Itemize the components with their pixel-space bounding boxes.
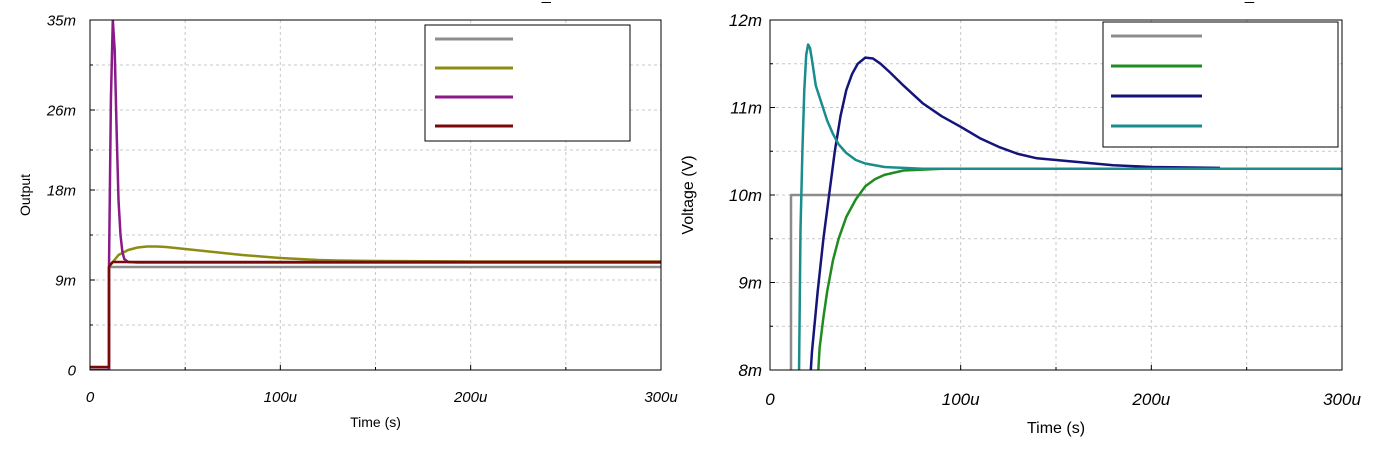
legend-item: Vin — [1111, 0, 1236, 38]
legend-item: Vout_Riso — [1111, 0, 1286, 68]
legend-box — [1102, 21, 1339, 148]
legend-item: Vo_DFB — [435, 0, 583, 70]
legend-label: Vin — [523, 0, 546, 4]
legend-item: Vout_RFx — [1111, 0, 1283, 128]
x-tick-label: 300u — [644, 389, 678, 406]
legend-item: Vo_RFx — [435, 0, 580, 99]
y-tick-label: 11m — [730, 98, 762, 117]
legend-item: Vout_DFB — [1111, 0, 1286, 98]
x-tick-label: 0 — [86, 389, 95, 406]
y-tick-label: 35m — [47, 12, 76, 29]
voltage-chart: 0 100u 200u 300u 8m 9m 10m 11m 12m Time (s) Voltag… — [680, 0, 1361, 437]
legend-label: Vo_DFB — [523, 0, 583, 4]
legend: VinVo_DFBVo_RFxVo_Riso — [424, 0, 631, 142]
legend: VinVout_RisoVout_DFBVout_RFx — [1102, 0, 1339, 148]
y-tick-label: 10m — [729, 186, 762, 205]
series-line-vout-riso — [817, 167, 1342, 370]
y-tick-label: 8m — [738, 361, 762, 380]
series-line-vin — [789, 193, 1342, 370]
output-chart: 0 100u 200u 300u 0 9m 18m 26m 35m Time (s) Output V… — [17, 0, 678, 430]
series-line-vout-rfx — [797, 43, 1342, 370]
legend-label: Vout_Riso — [1213, 0, 1286, 4]
y-tick-label: 18m — [47, 182, 76, 199]
legend-label: Vin — [1213, 0, 1236, 4]
legend-label: Vout_RFx — [1213, 0, 1283, 4]
series-line-vo-dfb — [90, 245, 661, 370]
legend-label: Vo_RFx — [523, 0, 580, 4]
x-tick-label: 100u — [942, 390, 980, 409]
x-tick-label: 200u — [453, 389, 488, 406]
series-line-vout-dfb — [809, 56, 1221, 370]
y-tick-label: 26m — [46, 102, 76, 119]
y-tick-label: 9m — [55, 272, 76, 289]
series-group — [90, 20, 661, 370]
x-tick-label: 100u — [264, 389, 298, 406]
series-line-vo-riso — [90, 260, 661, 369]
y-axis-label: Output — [17, 174, 33, 216]
legend-label: Vo_Riso — [523, 0, 583, 4]
x-tick-label: 0 — [765, 390, 775, 409]
x-tick-label: 200u — [1131, 390, 1170, 409]
y-tick-label: 9m — [738, 273, 762, 292]
legend-box — [424, 24, 631, 142]
y-tick-label: 12m — [729, 11, 762, 30]
legend-item: Vin — [435, 0, 546, 41]
legend-item: Vo_Riso — [435, 0, 583, 128]
x-tick-label: 300u — [1323, 390, 1361, 409]
legend-label: Vout_DFB — [1213, 0, 1286, 4]
y-axis-label: Voltage (V) — [680, 155, 697, 234]
series-group — [789, 43, 1342, 370]
x-axis-label: Time (s) — [350, 414, 401, 430]
y-tick-label: 0 — [68, 362, 77, 379]
x-axis-label: Time (s) — [1027, 420, 1085, 437]
